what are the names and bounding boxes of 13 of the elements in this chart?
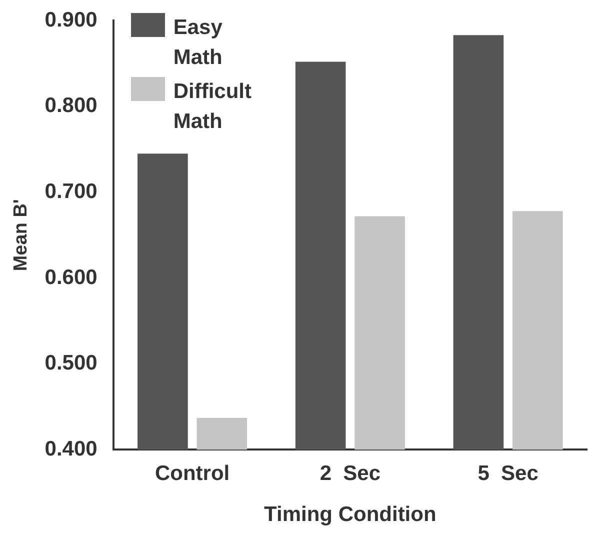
x-tick-label: 2 Sec xyxy=(320,462,381,485)
y-tick-label: 0.700 xyxy=(44,180,98,203)
x-tick-label: Control xyxy=(154,462,230,485)
y-tick-label: 0.500 xyxy=(44,352,98,375)
y-tick-label: 0.600 xyxy=(44,266,98,289)
legend-label: Easy Math xyxy=(173,14,224,71)
y-axis-title: Mean B' xyxy=(10,199,32,272)
y-tick-label: 0.800 xyxy=(44,94,98,118)
x-axis-title: Timing Condition xyxy=(264,503,436,526)
x-tick-label: 5 Sec xyxy=(478,462,539,485)
y-tick-label: 0.400 xyxy=(44,437,98,460)
legend-label: Difficult Math xyxy=(173,78,252,135)
y-tick-label: 0.900 xyxy=(44,8,98,32)
